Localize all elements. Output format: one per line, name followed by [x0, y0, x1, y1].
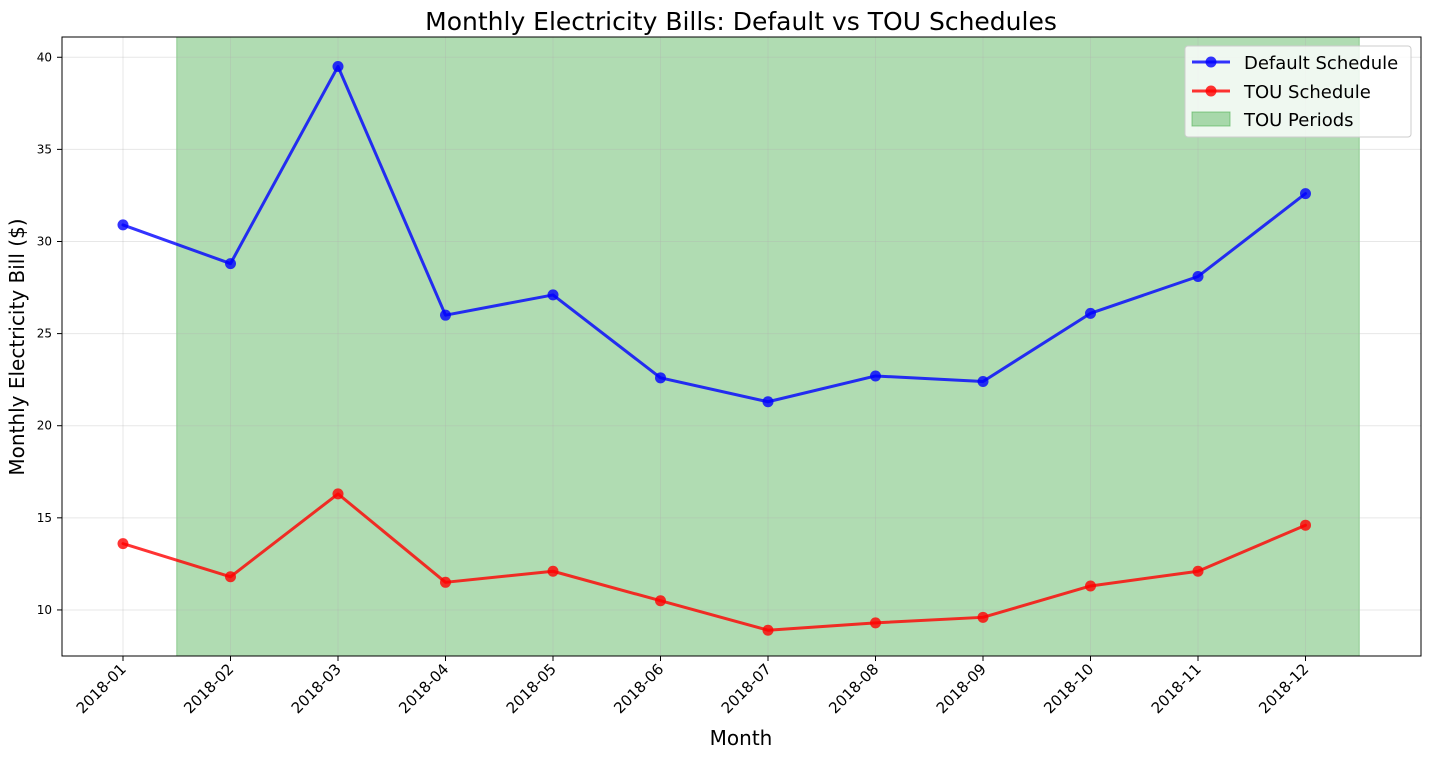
y-tick-label: 25 — [37, 327, 52, 341]
chart-title: Monthly Electricity Bills: Default vs TO… — [425, 7, 1057, 36]
y-axis-label: Monthly Electricity Bill ($) — [5, 218, 29, 475]
legend-box — [1184, 45, 1412, 138]
series-1-point — [117, 538, 129, 550]
x-axis-ticks: 2018-01 2018-02 2018-03 2018-04 2018-05 2018-… — [73, 656, 1312, 717]
series-1-point — [977, 611, 989, 623]
x-tick-label: 2018-05 — [503, 660, 560, 717]
series-0-point — [440, 309, 451, 321]
series-0-point — [1085, 307, 1096, 319]
series-1-point — [655, 595, 666, 607]
y-tick-label: 10 — [37, 603, 52, 617]
x-axis-label: Month — [710, 726, 773, 750]
series-0-point — [1300, 188, 1311, 200]
x-tick-label: 2018-01 — [73, 660, 130, 717]
series-0-point — [225, 258, 236, 270]
x-tick-label: 2018-04 — [395, 660, 452, 717]
x-tick-label: 2018-03 — [288, 660, 345, 717]
tou-shaded-region-layer — [176, 37, 1360, 656]
y-tick-label: 15 — [37, 511, 52, 525]
series-1-point — [332, 488, 344, 500]
series-1-point — [870, 617, 881, 629]
series-0-point — [870, 370, 881, 382]
series-1-line — [121, 492, 1307, 632]
series-1-point — [1300, 519, 1311, 531]
legend-tou-period-label: TOU Periods — [1243, 110, 1354, 131]
series-0-point — [117, 219, 129, 231]
grid-layer — [62, 37, 1421, 656]
x-tick-label: 2018-06 — [610, 660, 667, 717]
series-0-point — [547, 289, 559, 301]
x-tick-label: 2018-08 — [825, 660, 882, 717]
series-1-point — [547, 565, 559, 577]
series-0-point — [762, 396, 774, 408]
tou-period-shade — [176, 37, 1360, 656]
x-tick-label: 2018-10 — [1040, 660, 1097, 717]
legend-default-label: Default Schedule — [1244, 53, 1398, 74]
series-0-point — [332, 60, 344, 72]
x-tick-label: 2018-07 — [718, 660, 775, 717]
series-layer — [117, 60, 1311, 636]
series-0-point — [655, 372, 666, 384]
y-axis-ticks: 10 15 20 25 30 35 40 — [37, 50, 62, 617]
series-1-point — [1192, 565, 1204, 577]
plot-frame — [61, 36, 1422, 657]
series-1-point — [1085, 580, 1096, 592]
y-tick-label: 20 — [37, 419, 52, 433]
x-tick-label: 2018-12 — [1255, 660, 1312, 717]
y-tick-label: 30 — [37, 234, 52, 248]
series-1-point — [440, 576, 451, 588]
x-tick-label: 2018-02 — [180, 660, 237, 717]
legend-tou-marker — [1205, 85, 1217, 97]
y-tick-label: 35 — [37, 142, 52, 156]
x-tick-label: 2018-09 — [933, 660, 990, 717]
y-tick-label: 40 — [37, 50, 52, 64]
series-0-point — [977, 376, 989, 388]
legend-tou-period-swatch — [1191, 111, 1231, 127]
x-tick-label: 2018-11 — [1148, 660, 1205, 717]
legend-tou-label: TOU Schedule — [1243, 82, 1371, 103]
legend-default-marker — [1205, 56, 1217, 68]
legend: Default Schedule TOU Schedule TOU Period… — [1184, 45, 1412, 138]
series-0-point — [1192, 270, 1204, 282]
series-1-point — [762, 624, 774, 636]
series-1-point — [225, 571, 236, 583]
series-0-line — [121, 64, 1307, 404]
